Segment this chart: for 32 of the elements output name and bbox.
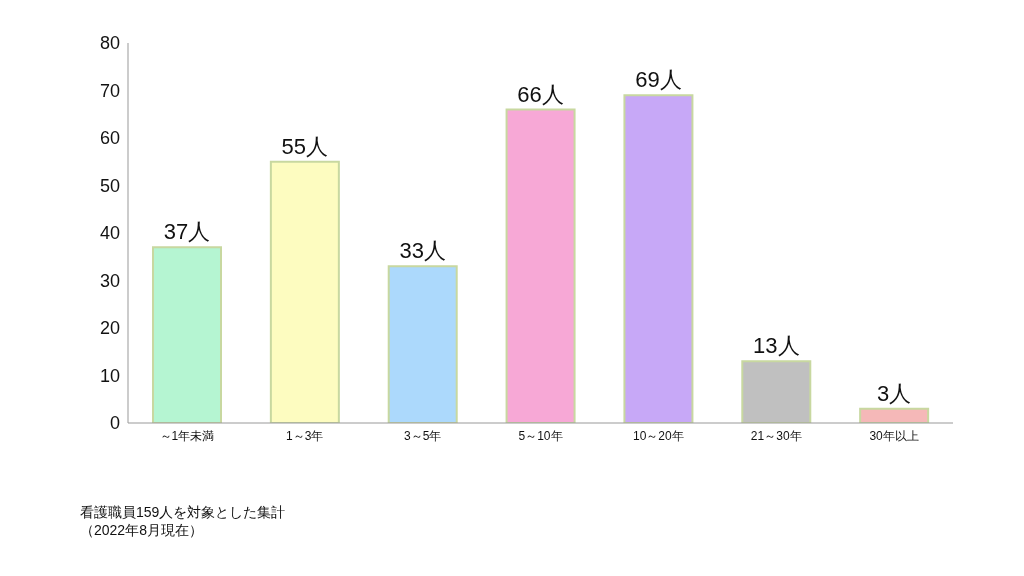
x-tick-label: 21～30年 — [750, 428, 802, 443]
y-tick-label: 70 — [99, 80, 120, 101]
bar — [387, 265, 458, 423]
bar — [505, 108, 576, 423]
bar — [152, 246, 222, 423]
x-tick-label: ～1年未満 — [159, 428, 215, 443]
y-tick-label: 80 — [99, 33, 120, 54]
data-label: 13人 — [753, 333, 800, 359]
bar — [623, 94, 694, 423]
data-label: 69人 — [635, 67, 682, 93]
text: 看護職員159人を対象とした集計 — [80, 503, 286, 521]
data-label: 3人 — [877, 380, 912, 406]
y-tick-label: 30 — [99, 270, 120, 291]
data-label: 33人 — [399, 238, 446, 264]
y-tick-label: 50 — [99, 175, 120, 196]
bar — [269, 160, 340, 423]
x-tick-label: 5～10年 — [518, 428, 563, 443]
x-tick-label: 10～20年 — [633, 428, 684, 443]
bar — [859, 407, 930, 423]
y-tick-label: 0 — [109, 413, 120, 434]
y-tick-label: 40 — [99, 223, 120, 244]
y-tick-label: 10 — [99, 365, 120, 386]
y-tick-label: 20 — [99, 318, 120, 339]
data-label: 37人 — [163, 219, 211, 245]
text: （2022年8月現在） — [80, 521, 204, 539]
x-tick-label: 1～3年 — [286, 428, 324, 443]
y-tick-label: 60 — [99, 128, 120, 149]
data-label: 66人 — [517, 81, 564, 107]
x-tick-label: 30年以上 — [869, 428, 919, 443]
x-tick-label: 3～5年 — [403, 428, 442, 443]
data-label: 55人 — [281, 133, 329, 159]
bar — [741, 360, 812, 423]
